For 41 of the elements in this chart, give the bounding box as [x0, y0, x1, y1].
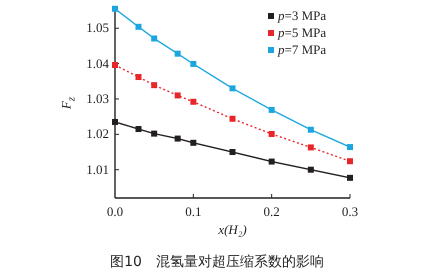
point [230, 85, 236, 92]
point [308, 166, 314, 173]
point [347, 144, 353, 150]
legend-label: p=3 MPa [278, 8, 326, 24]
x-tick-label: 0.3 [342, 204, 358, 220]
point [151, 35, 158, 42]
point [230, 149, 236, 156]
y-tick-label: 1.02 [86, 126, 109, 142]
y-tick-label: 1.01 [86, 162, 109, 178]
point [151, 130, 158, 137]
point [190, 60, 196, 67]
point [190, 140, 196, 146]
x-axis-title: x(H₂) [218, 222, 247, 238]
y-tick-label: 1.04 [86, 56, 109, 72]
point [174, 136, 181, 142]
point [347, 174, 353, 181]
point [112, 118, 118, 125]
x-tick-label: 0.1 [185, 204, 202, 220]
point [136, 126, 142, 132]
legend-label: p=7 MPa [278, 42, 326, 58]
point [347, 158, 353, 164]
point [308, 126, 314, 133]
y-tick-label: 1.05 [86, 20, 109, 36]
point [230, 116, 236, 122]
caption: 图10 混氢量对超压缩系数的影响 [110, 253, 324, 271]
x-tick-label: 0.2 [264, 204, 280, 220]
point [136, 74, 142, 80]
point [268, 106, 275, 113]
point [308, 144, 314, 150]
point [190, 98, 196, 105]
point [112, 62, 118, 68]
point [112, 6, 118, 12]
y-tick-label: 1.03 [86, 90, 109, 107]
x-tick-label: 0.0 [106, 204, 124, 220]
point [151, 82, 158, 88]
legend-label: p=5 MPa [278, 25, 326, 41]
point [136, 24, 142, 30]
point [174, 50, 181, 57]
point [268, 130, 275, 137]
point [268, 158, 275, 165]
point [174, 92, 181, 98]
